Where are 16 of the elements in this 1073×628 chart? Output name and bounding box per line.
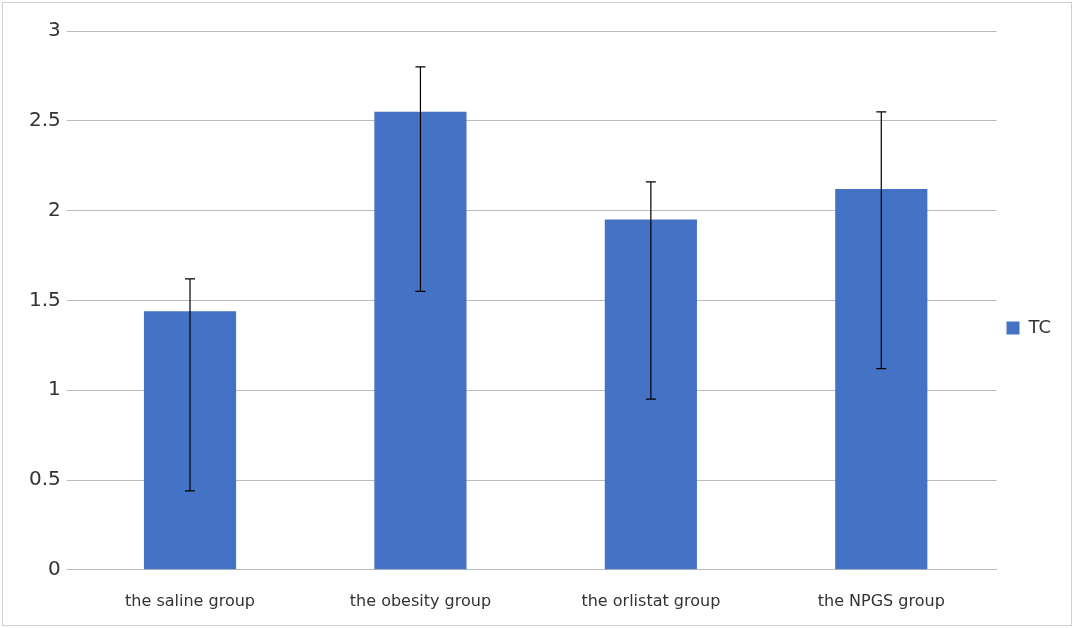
x-tick-label: the obesity group [349, 590, 492, 610]
x-tick-label: the saline group [125, 590, 255, 610]
legend-label: TC [1027, 315, 1052, 337]
y-tick-label: 0.5 [28, 466, 61, 491]
y-tick-label: 1.5 [28, 286, 61, 311]
y-tick-label: 2 [48, 196, 61, 221]
bar [143, 311, 237, 570]
bar [835, 189, 928, 570]
bar [374, 111, 467, 570]
x-tick-label: the NPGS group [817, 590, 945, 610]
y-tick-label: 3 [48, 17, 61, 42]
x-tick-label: the orlistat group [581, 590, 721, 610]
y-tick-label: 2.5 [28, 107, 61, 131]
y-tick-label: 1 [48, 376, 61, 401]
y-tick-label: 0 [48, 556, 61, 580]
bar [604, 219, 697, 570]
